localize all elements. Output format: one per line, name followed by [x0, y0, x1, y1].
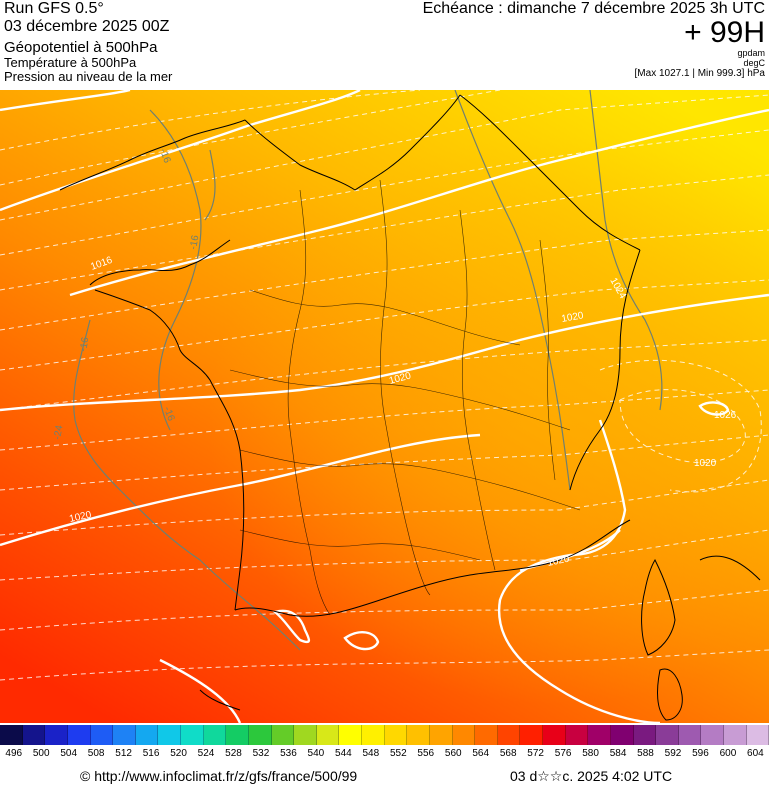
scale-label: 536: [280, 748, 297, 759]
scale-label: 552: [389, 748, 407, 759]
scale-swatch: [203, 725, 227, 745]
scale-swatch: [429, 725, 453, 745]
scale-swatch: [746, 725, 769, 745]
color-scale-labels: 496 500 504 508 512 516 520 524 528 532 536 540 544 5…: [0, 748, 769, 762]
scale-swatch: [407, 725, 430, 745]
scale-swatch: [135, 725, 159, 745]
scale-swatch: [339, 725, 362, 745]
scale-label: 584: [609, 748, 627, 759]
isobar-label: 1020: [561, 310, 585, 325]
scale-swatch: [475, 725, 498, 745]
scale-label: 600: [719, 748, 737, 759]
isotherm-labels: -16 -16 -16 -16 -24: [52, 147, 201, 440]
scale-swatch: [158, 725, 181, 745]
scale-swatch: [0, 725, 23, 745]
scale-label: 520: [170, 748, 187, 759]
scale-label: 576: [554, 748, 572, 759]
scale-label: 568: [499, 748, 517, 759]
scale-swatch: [384, 725, 408, 745]
max-min-pressure: [Max 1027.1 | Min 999.3] hPa: [634, 68, 765, 79]
scale-swatch: [588, 725, 611, 745]
color-scale-bar: [0, 725, 769, 745]
borders: [229, 179, 581, 616]
scale-swatch: [271, 725, 295, 745]
parameter-pressure: Pression au niveau de la mer: [4, 69, 173, 85]
isotherm-label: -16: [188, 234, 201, 251]
scale-label: 528: [225, 748, 242, 759]
warm-core: [0, 90, 769, 723]
generated-time: 03 d☆☆c. 2025 4:02 UTC: [510, 768, 673, 784]
scale-swatch: [565, 725, 589, 745]
lead-time: + 99H: [684, 16, 765, 49]
scale-label: 588: [637, 748, 654, 759]
scale-swatch: [610, 725, 634, 745]
scale-swatch: [316, 725, 340, 745]
valid-time: Echéance : dimanche 7 décembre 2025 3h U…: [422, 0, 765, 17]
scale-swatch: [497, 725, 521, 745]
scale-swatch: [22, 725, 46, 745]
scale-label: 580: [582, 748, 599, 759]
isotherm-label: -16: [78, 336, 91, 353]
scale-label: 504: [60, 748, 78, 759]
isobar-label: 1020: [68, 509, 92, 524]
scale-swatch: [633, 725, 657, 745]
isobar-label: 1026: [714, 410, 737, 421]
scale-swatch: [67, 725, 91, 745]
scale-label: 516: [142, 748, 160, 759]
scale-label: 532: [252, 748, 270, 759]
isotherm-label: -24: [52, 424, 65, 441]
scale-swatch: [226, 725, 249, 745]
scale-label: 604: [747, 748, 764, 759]
scale-label: 564: [472, 748, 490, 759]
scale-swatch: [248, 725, 272, 745]
scale-swatch: [113, 725, 136, 745]
scale-swatch: [724, 725, 747, 745]
credit-url[interactable]: © http://www.infoclimat.fr/z/gfs/france/…: [80, 768, 358, 784]
weather-map: 1016 1020 1020 1020 1020 1020 1024 1026 …: [0, 90, 769, 723]
header-left: Run GFS 0.5° 03 décembre 2025 00Z Géopot…: [4, 0, 172, 84]
scale-label: 548: [362, 748, 380, 759]
isobar-label: 1020: [546, 553, 570, 568]
scale-swatch: [701, 725, 724, 745]
isobar-lines: [0, 90, 769, 723]
parameter-geopotential: Géopotentiel à 500hPa: [4, 38, 158, 56]
coastlines: [59, 94, 761, 721]
scale-swatch: [656, 725, 679, 745]
scale-swatch: [520, 725, 543, 745]
scale-label: 596: [692, 748, 709, 759]
isotherm-label: -16: [157, 147, 172, 165]
scale-swatch: [45, 725, 68, 745]
scale-label: 560: [444, 748, 462, 759]
scale-swatch: [294, 725, 317, 745]
unit-geopotential: gpdam: [737, 48, 765, 58]
scale-label: 524: [197, 748, 215, 759]
run-date: 03 décembre 2025 00Z: [4, 18, 170, 36]
scale-swatch: [90, 725, 114, 745]
scale-swatch: [181, 725, 204, 745]
scale-swatch: [678, 725, 702, 745]
scale-label: 500: [32, 748, 50, 759]
scale-label: 496: [5, 748, 23, 759]
isotherm-lines: [0, 90, 769, 681]
scale-label: 572: [527, 748, 544, 759]
scale-label: 508: [87, 748, 105, 759]
isotherm-label: -16: [161, 405, 176, 423]
header-right: Echéance : dimanche 7 décembre 2025 3h U…: [423, 0, 765, 80]
isobar-label: 1020: [694, 458, 717, 469]
scale-swatch: [362, 725, 385, 745]
scale-swatch: [452, 725, 476, 745]
scale-label: 544: [335, 748, 352, 759]
unit-temperature: degC: [743, 58, 765, 68]
scale-label: 592: [664, 748, 682, 759]
scale-label: 556: [417, 748, 435, 759]
run-title: Run GFS 0.5°: [4, 0, 104, 17]
parameter-temperature: Température à 500hPa: [4, 55, 137, 71]
scale-swatch: [543, 725, 566, 745]
scale-label: 540: [307, 748, 325, 759]
scale-label: 512: [115, 748, 132, 759]
